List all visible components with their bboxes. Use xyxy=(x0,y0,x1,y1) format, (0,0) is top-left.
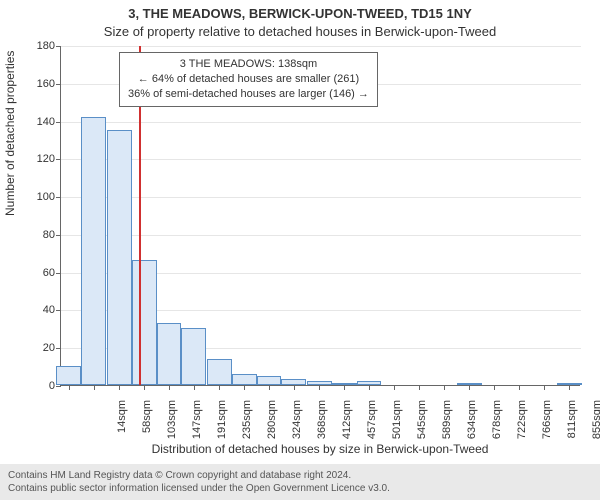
footer-line1: Contains HM Land Registry data © Crown c… xyxy=(8,469,592,482)
xtick-mark xyxy=(69,385,70,390)
xtick-mark xyxy=(294,385,295,390)
ytick-label: 120 xyxy=(25,153,55,165)
ytick-label: 40 xyxy=(25,304,55,316)
histogram-bar xyxy=(207,359,232,385)
chart-title-line1: 3, THE MEADOWS, BERWICK-UPON-TWEED, TD15… xyxy=(0,6,600,21)
ytick-label: 20 xyxy=(25,342,55,354)
xtick-mark xyxy=(344,385,345,390)
ytick-label: 80 xyxy=(25,229,55,241)
ytick-label: 180 xyxy=(25,40,55,52)
annotation-line1: 3 THE MEADOWS: 138sqm xyxy=(128,57,369,72)
ytick-mark xyxy=(56,122,61,123)
ytick-label: 160 xyxy=(25,78,55,90)
ytick-mark xyxy=(56,84,61,85)
annotation-box: 3 THE MEADOWS: 138sqm ← 64% of detached … xyxy=(119,52,378,107)
xtick-mark xyxy=(544,385,545,390)
xtick-mark xyxy=(94,385,95,390)
chart-title-line2: Size of property relative to detached ho… xyxy=(0,24,600,39)
annotation-line3: 36% of semi-detached houses are larger (… xyxy=(128,87,369,102)
xtick-mark xyxy=(244,385,245,390)
footer-line2: Contains public sector information licen… xyxy=(8,482,592,495)
chart-container: 3, THE MEADOWS, BERWICK-UPON-TWEED, TD15… xyxy=(0,0,600,500)
ytick-label: 140 xyxy=(25,116,55,128)
xtick-mark xyxy=(394,385,395,390)
annotation-line2: ← 64% of detached houses are smaller (26… xyxy=(128,72,369,87)
ytick-mark xyxy=(56,235,61,236)
xtick-mark xyxy=(369,385,370,390)
xtick-mark xyxy=(519,385,520,390)
ytick-label: 100 xyxy=(25,191,55,203)
y-axis-label: Number of detached properties xyxy=(3,51,17,216)
histogram-bar xyxy=(132,260,157,385)
xtick-mark xyxy=(219,385,220,390)
ytick-mark xyxy=(56,310,61,311)
x-axis-label: Distribution of detached houses by size … xyxy=(60,442,580,456)
xtick-mark xyxy=(119,385,120,390)
histogram-bar xyxy=(257,376,282,385)
histogram-bar xyxy=(232,374,257,385)
ytick-label: 0 xyxy=(25,380,55,392)
xtick-mark xyxy=(494,385,495,390)
xtick-mark xyxy=(569,385,570,390)
plot-area: 02040608010012014016018014sqm58sqm103sqm… xyxy=(60,46,580,386)
ytick-label: 60 xyxy=(25,267,55,279)
histogram-bar xyxy=(181,328,206,385)
xtick-mark xyxy=(194,385,195,390)
xtick-mark xyxy=(169,385,170,390)
xtick-mark xyxy=(144,385,145,390)
footer-attribution: Contains HM Land Registry data © Crown c… xyxy=(0,464,600,500)
histogram-bar xyxy=(56,366,81,385)
xtick-mark xyxy=(469,385,470,390)
ytick-mark xyxy=(56,348,61,349)
ytick-mark xyxy=(56,197,61,198)
ytick-mark xyxy=(56,159,61,160)
ytick-mark xyxy=(56,386,61,387)
histogram-bar xyxy=(157,323,182,385)
xtick-mark xyxy=(444,385,445,390)
xtick-mark xyxy=(319,385,320,390)
histogram-bar xyxy=(107,130,132,385)
xtick-mark xyxy=(269,385,270,390)
ytick-mark xyxy=(56,46,61,47)
xtick-label: 855sqm xyxy=(591,400,600,450)
ytick-mark xyxy=(56,273,61,274)
histogram-bar xyxy=(81,117,106,385)
xtick-mark xyxy=(419,385,420,390)
